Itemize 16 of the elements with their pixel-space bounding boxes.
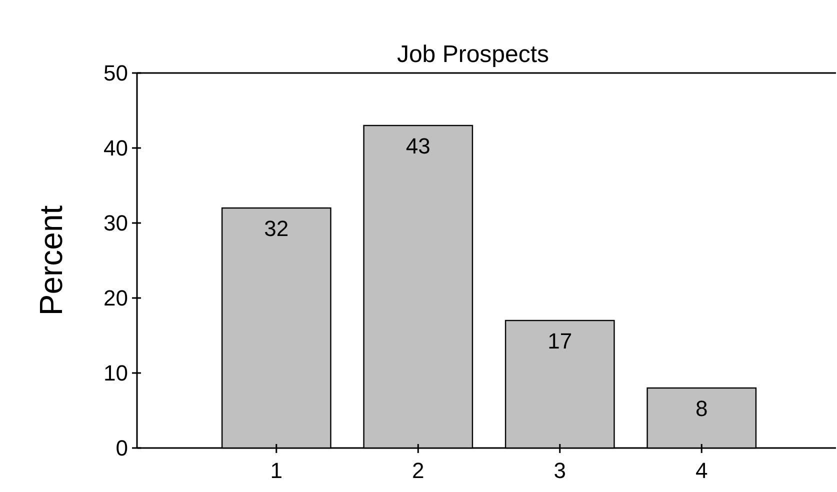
y-tick-label: 20 xyxy=(104,286,128,311)
x-tick-label: 1 xyxy=(270,458,283,483)
y-tick-label: 50 xyxy=(104,60,128,86)
y-axis-title: Percent xyxy=(33,205,69,316)
y-tick-label: 40 xyxy=(104,136,128,161)
data-label: 8 xyxy=(695,396,708,421)
data-label: 17 xyxy=(548,328,572,354)
data-label: 32 xyxy=(264,216,289,241)
x-tick-label: 2 xyxy=(412,458,424,483)
y-tick-label: 0 xyxy=(116,436,128,461)
y-tick-label: 30 xyxy=(104,210,128,236)
data-label: 43 xyxy=(406,134,430,158)
x-tick-label: 3 xyxy=(554,458,566,483)
chart-title: Job Prospects xyxy=(396,41,550,68)
x-tick-label: 4 xyxy=(695,458,708,483)
y-tick-label: 10 xyxy=(104,360,128,386)
